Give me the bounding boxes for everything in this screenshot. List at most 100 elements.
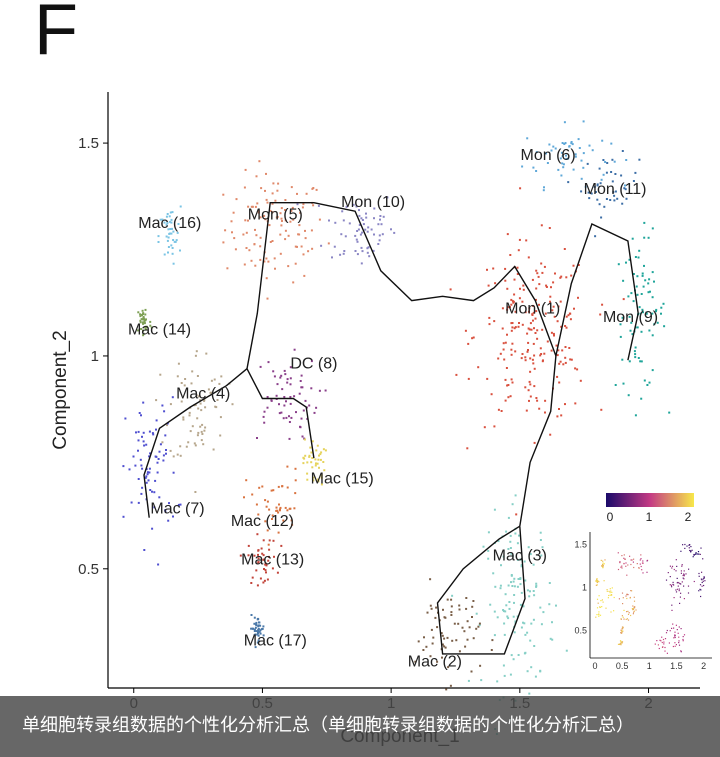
cell-point (293, 395, 296, 398)
cell-point (261, 485, 264, 488)
cell-point (312, 479, 315, 482)
cell-point (322, 461, 325, 463)
cell-point (505, 530, 508, 533)
inset-x-tick-label: 2 (701, 661, 706, 671)
cell-point (260, 187, 263, 190)
cell-point (441, 656, 443, 659)
cell-point (646, 384, 649, 386)
inset-cell-point (678, 588, 680, 590)
inset-cell-point (689, 549, 691, 552)
cell-point (322, 448, 325, 451)
cell-point (500, 564, 502, 567)
cell-point (315, 406, 318, 409)
cell-point (256, 437, 258, 439)
inset-cell-point (678, 590, 680, 592)
cell-point (511, 326, 514, 329)
cell-point (529, 370, 532, 373)
inset-cell-point (683, 634, 686, 636)
cell-point (290, 416, 293, 419)
cell-point (390, 228, 392, 231)
cell-point (450, 611, 453, 614)
inset-cell-point (673, 637, 675, 639)
cell-point (455, 639, 458, 642)
cell-point (559, 157, 562, 160)
cell-point (296, 245, 298, 248)
cell-point (290, 186, 293, 189)
cluster-label: Mac (14) (128, 322, 191, 339)
cell-point (522, 284, 525, 287)
inset-cell-point (663, 641, 665, 643)
inset-cell-point (632, 608, 634, 610)
cell-point (655, 308, 658, 311)
inset-cell-point (630, 590, 632, 592)
cell-point (458, 604, 461, 607)
cell-point (486, 268, 488, 271)
cell-point (549, 295, 552, 298)
inset-cell-point (680, 583, 682, 585)
cell-point (531, 358, 534, 361)
cell-point (277, 485, 280, 488)
cell-point (486, 377, 489, 380)
cell-point (174, 240, 177, 243)
cell-point (506, 233, 509, 236)
cell-point (141, 435, 143, 438)
cell-point (503, 674, 506, 677)
cell-point (598, 203, 601, 206)
cell-point (207, 388, 210, 391)
cell-point (204, 426, 207, 429)
cluster-labels: Mon (5) Mon (10) Mon (6) Mon (11) Mon (9) Mon… (128, 147, 658, 671)
cell-point (520, 558, 523, 561)
cell-point (280, 411, 283, 414)
cell-point (557, 305, 560, 308)
cell-point (169, 232, 172, 235)
cell-point (558, 362, 561, 365)
cell-point (564, 361, 567, 364)
inset-cell-point (596, 578, 598, 580)
inset-cell-point (642, 560, 644, 562)
cell-point (534, 332, 537, 334)
cell-point (257, 210, 260, 212)
cell-point (651, 296, 654, 299)
cell-point (613, 199, 616, 202)
cell-point (191, 425, 194, 428)
cell-point (522, 621, 524, 624)
inset-cell-point (596, 581, 598, 584)
cell-point (294, 492, 297, 495)
inset-cell-point (639, 559, 641, 561)
cell-point (625, 261, 627, 264)
cell-point (182, 418, 185, 421)
cell-point (564, 403, 566, 406)
cell-point (638, 306, 641, 309)
inset-cell-point (631, 590, 633, 592)
cell-point (140, 492, 143, 495)
cell-point (300, 386, 303, 389)
cell-point (623, 187, 626, 190)
cell-point (451, 639, 454, 642)
cell-point (527, 341, 530, 344)
cell-point (157, 235, 160, 238)
cell-point (340, 233, 343, 236)
inset-cell-point (641, 562, 644, 564)
inset-cell-point (677, 585, 679, 587)
cell-point (137, 439, 140, 442)
cell-point (156, 471, 159, 474)
cell-point (482, 545, 485, 548)
inset-cell-point (673, 627, 675, 629)
cell-point (142, 317, 145, 320)
inset-cell-point (698, 575, 700, 577)
cell-point (140, 414, 142, 417)
cell-point (296, 192, 298, 195)
cell-point (641, 274, 644, 277)
y-tick-label: 0.5 (78, 561, 99, 578)
colorbar-tick-label: 2 (685, 510, 692, 524)
cell-point (195, 394, 198, 397)
cell-point (362, 223, 365, 226)
cell-point (344, 235, 347, 238)
inset-cell-point (672, 581, 674, 583)
cell-point (166, 239, 169, 242)
inset-cell-point (680, 650, 682, 652)
cell-point (195, 350, 198, 353)
inset-cell-point (664, 646, 666, 649)
cell-point (172, 230, 175, 233)
cell-point (357, 228, 360, 231)
